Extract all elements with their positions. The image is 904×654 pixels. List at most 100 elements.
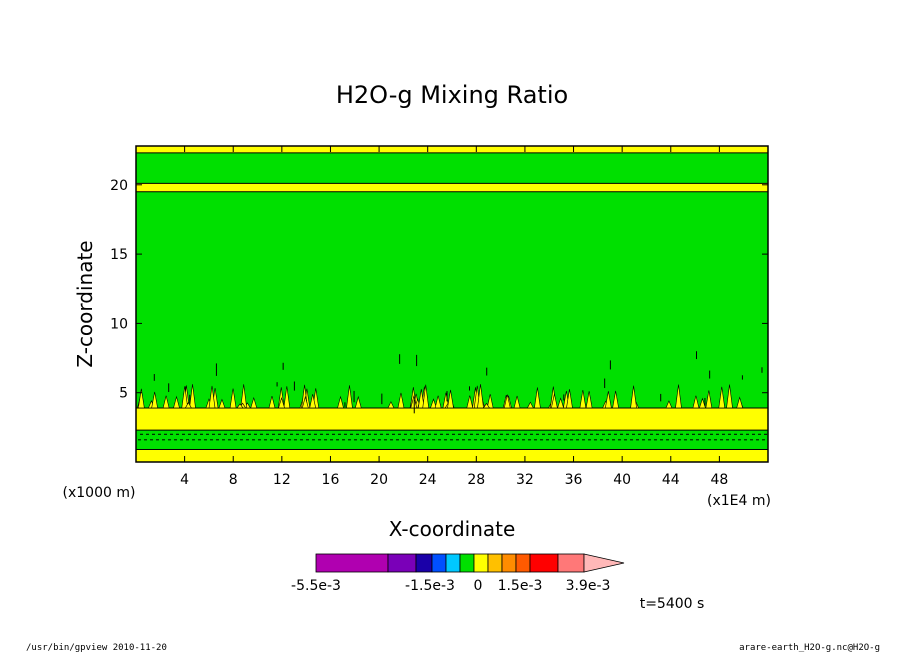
- contour-spike: [397, 392, 405, 409]
- x-tick-label: 40: [613, 472, 631, 488]
- contour-spike: [566, 389, 573, 409]
- contour-spike: [434, 395, 442, 409]
- colorbar-label: -5.5e-3: [291, 578, 341, 594]
- contour-spike: [612, 390, 619, 409]
- contour-spike: [579, 389, 587, 409]
- contour-spike: [250, 396, 258, 409]
- contour-spike: [268, 396, 276, 409]
- x-tick-label: 32: [516, 472, 534, 488]
- y-tick-label: 20: [110, 178, 128, 194]
- x-axis-label: X-coordinate: [389, 517, 516, 541]
- contour-spike: [309, 394, 317, 409]
- colorbar-swatch: [387, 553, 417, 573]
- contour-spike: [283, 386, 291, 409]
- x-tick-label: 28: [467, 472, 485, 488]
- footer-left: /usr/bin/gpview 2010-11-20: [26, 643, 167, 653]
- contour-spike: [189, 384, 196, 409]
- x-tick-label: 16: [322, 472, 340, 488]
- contour-spike: [346, 385, 353, 409]
- contour-spike: [430, 398, 437, 409]
- colorbar-swatch: [487, 553, 503, 573]
- contour-spike: [534, 387, 541, 409]
- contour-spike: [218, 398, 226, 409]
- contour-spike: [482, 402, 491, 409]
- colorbar-swatch: [473, 553, 489, 573]
- colorbar-label: 0: [474, 578, 483, 594]
- colorbar-swatch: [557, 553, 585, 573]
- contour-band-3: [136, 191, 768, 408]
- contour-spike: [526, 401, 534, 409]
- contour-spike: [466, 395, 474, 409]
- contour-spike: [151, 391, 159, 409]
- footer-right: arare-earth_H2O-g.nc@H2O-g: [739, 643, 880, 653]
- colorbar-swatch: [501, 553, 517, 573]
- contour-spike: [726, 384, 733, 409]
- contour-spike: [278, 396, 285, 409]
- contour-band-2: [136, 407, 768, 431]
- contour-spike: [585, 391, 593, 409]
- colorbar-swatch: [415, 553, 433, 573]
- contour-spike: [557, 397, 565, 409]
- y-tick-label: 10: [110, 316, 128, 332]
- plot-area: [136, 146, 768, 462]
- contour-spike: [551, 393, 558, 409]
- contour-band-6: [136, 146, 768, 153]
- x-axis: 4 8 12 16 20 24 28 32 36 40 44 48: [180, 146, 728, 488]
- contour-spike: [718, 386, 726, 409]
- contour-band-5: [136, 152, 768, 184]
- x-tick-label: 4: [180, 472, 189, 488]
- x-tick-label: 24: [419, 472, 437, 488]
- contour-spike: [184, 401, 192, 409]
- contour-spike: [208, 385, 216, 409]
- y-axis-label: Z-coordinate: [73, 240, 97, 367]
- contour-spike: [229, 388, 237, 409]
- colorbar-labels: -5.5e-3 -1.5e-3 0 1.5e-3 3.9e-3: [291, 578, 610, 594]
- x-tick-label: 20: [370, 472, 388, 488]
- x-tick-label: 48: [710, 472, 728, 488]
- contour-spike: [503, 394, 511, 409]
- contour-spike: [236, 403, 244, 409]
- colorbar-label: 3.9e-3: [566, 578, 611, 594]
- colorbar-swatch: [515, 553, 531, 573]
- time-label: t=5400 s: [640, 596, 705, 612]
- colorbar-swatch: [315, 553, 389, 573]
- contour-spike: [173, 395, 180, 409]
- y-axis: 5 10 15 20: [110, 178, 768, 402]
- contour-bands: [136, 146, 768, 462]
- colorbar-swatch: [459, 553, 475, 573]
- y-tick-label: 5: [119, 386, 128, 402]
- contour-spike: [447, 389, 454, 409]
- x-tick-label: 44: [662, 472, 680, 488]
- contour-spike: [354, 395, 362, 409]
- contour-spike: [736, 396, 744, 409]
- y-tick-label: 15: [110, 247, 128, 263]
- colorbar-arrow: [583, 553, 625, 573]
- contour-spike: [699, 397, 706, 409]
- x-tick-label: 8: [229, 472, 238, 488]
- contour-spike: [665, 400, 673, 409]
- x-tick-label: 12: [273, 472, 291, 488]
- contour-spike: [387, 401, 395, 409]
- chart-title: H2O-g Mixing Ratio: [336, 81, 568, 109]
- x-tick-label: 36: [565, 472, 583, 488]
- contour-spike: [337, 395, 344, 409]
- colorbar-swatch: [529, 553, 559, 573]
- contour-spike: [422, 384, 430, 409]
- contour-spike: [181, 386, 189, 409]
- contour-spike: [705, 390, 713, 409]
- contour-spike: [162, 395, 170, 409]
- contour-spike: [417, 389, 425, 409]
- contour-spike: [692, 395, 700, 409]
- y-unit-label: (x1000 m): [63, 485, 136, 501]
- contour-spike: [477, 384, 484, 409]
- colorbar-label: 1.5e-3: [498, 578, 543, 594]
- contour-spike: [604, 391, 612, 409]
- contour-spike: [630, 385, 637, 409]
- contour-spike: [513, 395, 521, 409]
- contour-band-0: [136, 449, 768, 462]
- colorbar-swatch: [445, 553, 461, 573]
- x-unit-label: (x1E4 m): [707, 493, 771, 509]
- contour-spike: [486, 394, 494, 409]
- colorbar-swatch: [431, 553, 447, 573]
- contour-spike: [301, 395, 309, 409]
